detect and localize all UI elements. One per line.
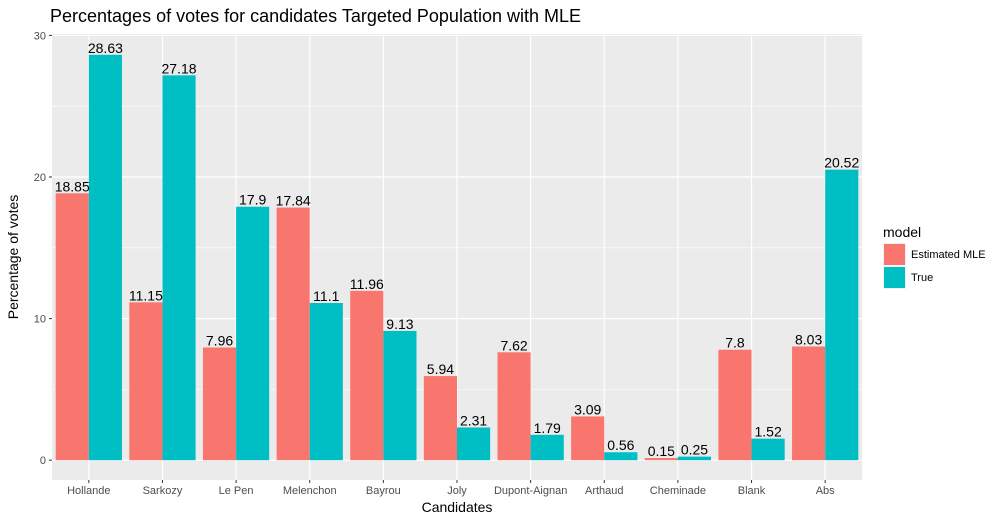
bar: [276, 207, 310, 461]
bar: [497, 352, 531, 461]
legend-title: model: [883, 224, 921, 240]
x-axis: Hollande Sarkozy Le Pen Melenchon Bayrou Joly…: [67, 480, 835, 497]
data-label: 0.25: [681, 442, 708, 458]
legend: model Estimated MLE True: [883, 224, 986, 289]
bar: [88, 54, 122, 461]
data-label: 18.85: [55, 178, 90, 194]
legend-key: [884, 244, 905, 265]
bar: [825, 169, 859, 461]
bar: [644, 458, 678, 461]
data-label: 8.03: [795, 331, 822, 347]
bar: [383, 330, 417, 461]
bar: [129, 302, 163, 461]
x-tick-label: Melenchon: [283, 485, 337, 497]
data-label: 2.31: [460, 412, 487, 428]
bar: [457, 427, 491, 461]
bars: [55, 54, 859, 461]
x-tick-label: Bayrou: [366, 485, 401, 497]
bar: [571, 416, 605, 461]
bar: [202, 347, 237, 461]
y-tick-label: 10: [34, 314, 46, 326]
data-label: 28.63: [88, 40, 123, 56]
x-tick-label: Le Pen: [219, 485, 254, 497]
bar: [350, 290, 384, 461]
data-label: 27.18: [161, 60, 196, 76]
bar: [677, 456, 712, 461]
data-label: 20.52: [824, 155, 859, 171]
y-axis-title: Percentage of votes: [5, 195, 21, 320]
x-tick-label: Abs: [816, 485, 835, 497]
bar: [423, 376, 457, 461]
bar: [530, 434, 564, 461]
data-label: 9.13: [386, 316, 413, 332]
x-axis-title: Candidates: [422, 499, 493, 515]
data-label: 5.94: [427, 361, 454, 377]
data-label: 0.56: [607, 437, 634, 453]
legend-label: True: [911, 272, 933, 284]
legend-label: Estimated MLE: [911, 249, 986, 261]
data-label: 0.15: [648, 443, 675, 459]
x-tick-label: Cheminade: [650, 485, 706, 497]
bar: [236, 206, 270, 461]
data-label: 11.1: [313, 288, 339, 304]
data-label: 1.52: [754, 424, 781, 440]
bar: [751, 438, 785, 461]
x-tick-label: Arthaud: [585, 485, 624, 497]
x-tick-label: Dupont-Aignan: [494, 485, 567, 497]
chart-title: Percentages of votes for candidates Targ…: [50, 6, 581, 26]
bar: [309, 303, 343, 461]
data-label: 1.79: [534, 420, 561, 436]
data-label: 3.09: [574, 401, 601, 417]
bar: [55, 193, 89, 461]
data-labels: 18.85 11.15 7.96 17.84 11.96 5.94 7.62 3.09 0.15…: [55, 40, 860, 459]
bar: [604, 452, 638, 461]
legend-key: [884, 267, 905, 288]
y-axis: 0 10 20 30: [34, 30, 52, 467]
x-tick-label: Hollande: [67, 485, 110, 497]
y-tick-label: 20: [34, 172, 46, 184]
bar: [718, 349, 752, 461]
bar: [792, 346, 826, 461]
y-tick-label: 0: [40, 455, 46, 467]
data-label: 17.9: [239, 192, 266, 208]
x-tick-label: Sarkozy: [143, 485, 183, 497]
data-label: 11.96: [350, 276, 384, 292]
data-label: 7.62: [500, 337, 527, 353]
data-label: 11.15: [129, 287, 163, 303]
x-tick-label: Blank: [738, 485, 766, 497]
data-label: 7.8: [725, 335, 745, 351]
x-tick-label: Joly: [447, 485, 467, 497]
bar: [162, 75, 196, 461]
data-label: 17.84: [276, 193, 311, 209]
y-tick-label: 30: [34, 30, 46, 42]
data-label: 7.96: [206, 332, 233, 348]
